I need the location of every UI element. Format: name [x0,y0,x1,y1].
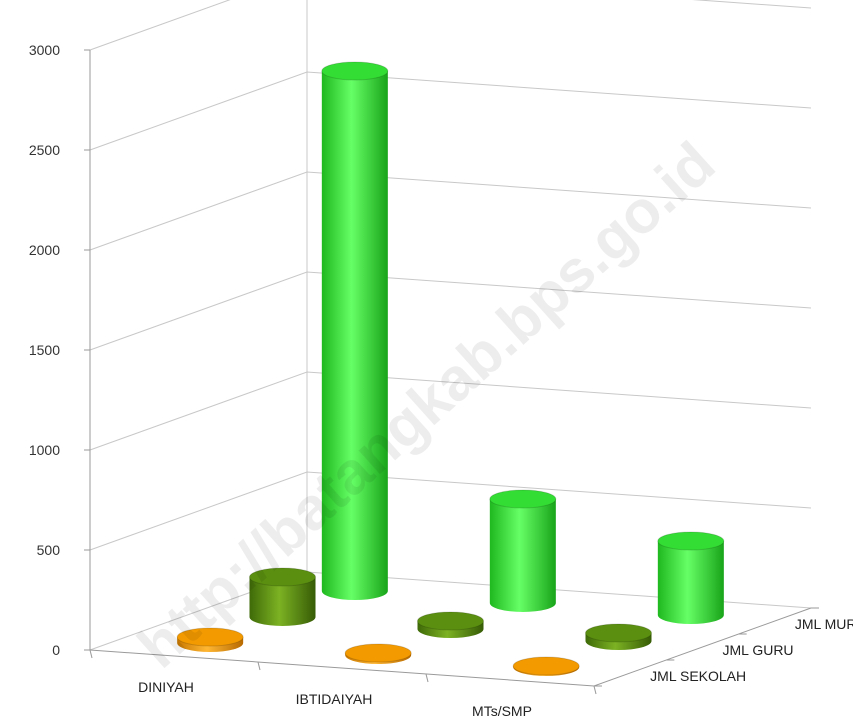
category-label: DINIYAH [138,679,194,695]
bar [657,531,725,624]
bar [417,611,484,639]
bar [176,627,244,652]
x-tick-mark [593,685,597,695]
axes [84,49,819,695]
labels: 0 500 1000 1500 2000 2500 3000 DINIYAH IBTIDAIYA… [29,42,853,719]
bar-body [489,499,556,612]
y-tick-label: 2500 [29,142,60,158]
y-tick-label: 1000 [29,442,60,458]
bars [176,61,725,676]
bar-top [489,489,557,509]
bar-body [657,541,724,624]
bar-top [321,61,389,81]
bar-body [321,71,388,600]
x-tick-mark [89,649,93,659]
bar [249,567,316,626]
bar-body [249,577,316,626]
x-tick-mark [425,673,429,683]
bar [344,643,412,664]
x-tick-mark [257,661,261,671]
bar [585,623,652,650]
series-label: JML SEKOLAH [650,668,746,684]
bar-top [417,611,484,631]
bar-top [512,656,580,676]
y-tick-label: 1500 [29,342,60,358]
gridline [89,0,812,51]
y-tick-label: 500 [37,542,61,558]
category-label: IBTIDAIYAH [296,691,373,707]
category-label: MTs/SMP [472,703,532,719]
grid-lines [89,0,812,651]
y-tick-label: 3000 [29,42,60,58]
bar-top [344,643,412,663]
bar [489,489,557,612]
bar-top [585,623,652,643]
y-tick-label: 0 [52,642,60,658]
y-tick-label: 2000 [29,242,60,258]
series-label: JML MURID [795,616,853,632]
bar-top [249,567,316,587]
bar-top [657,531,725,551]
bar-top [176,627,244,647]
gridline [89,71,812,151]
bar [321,61,389,600]
bar [512,656,580,676]
series-label: JML GURU [723,642,794,658]
